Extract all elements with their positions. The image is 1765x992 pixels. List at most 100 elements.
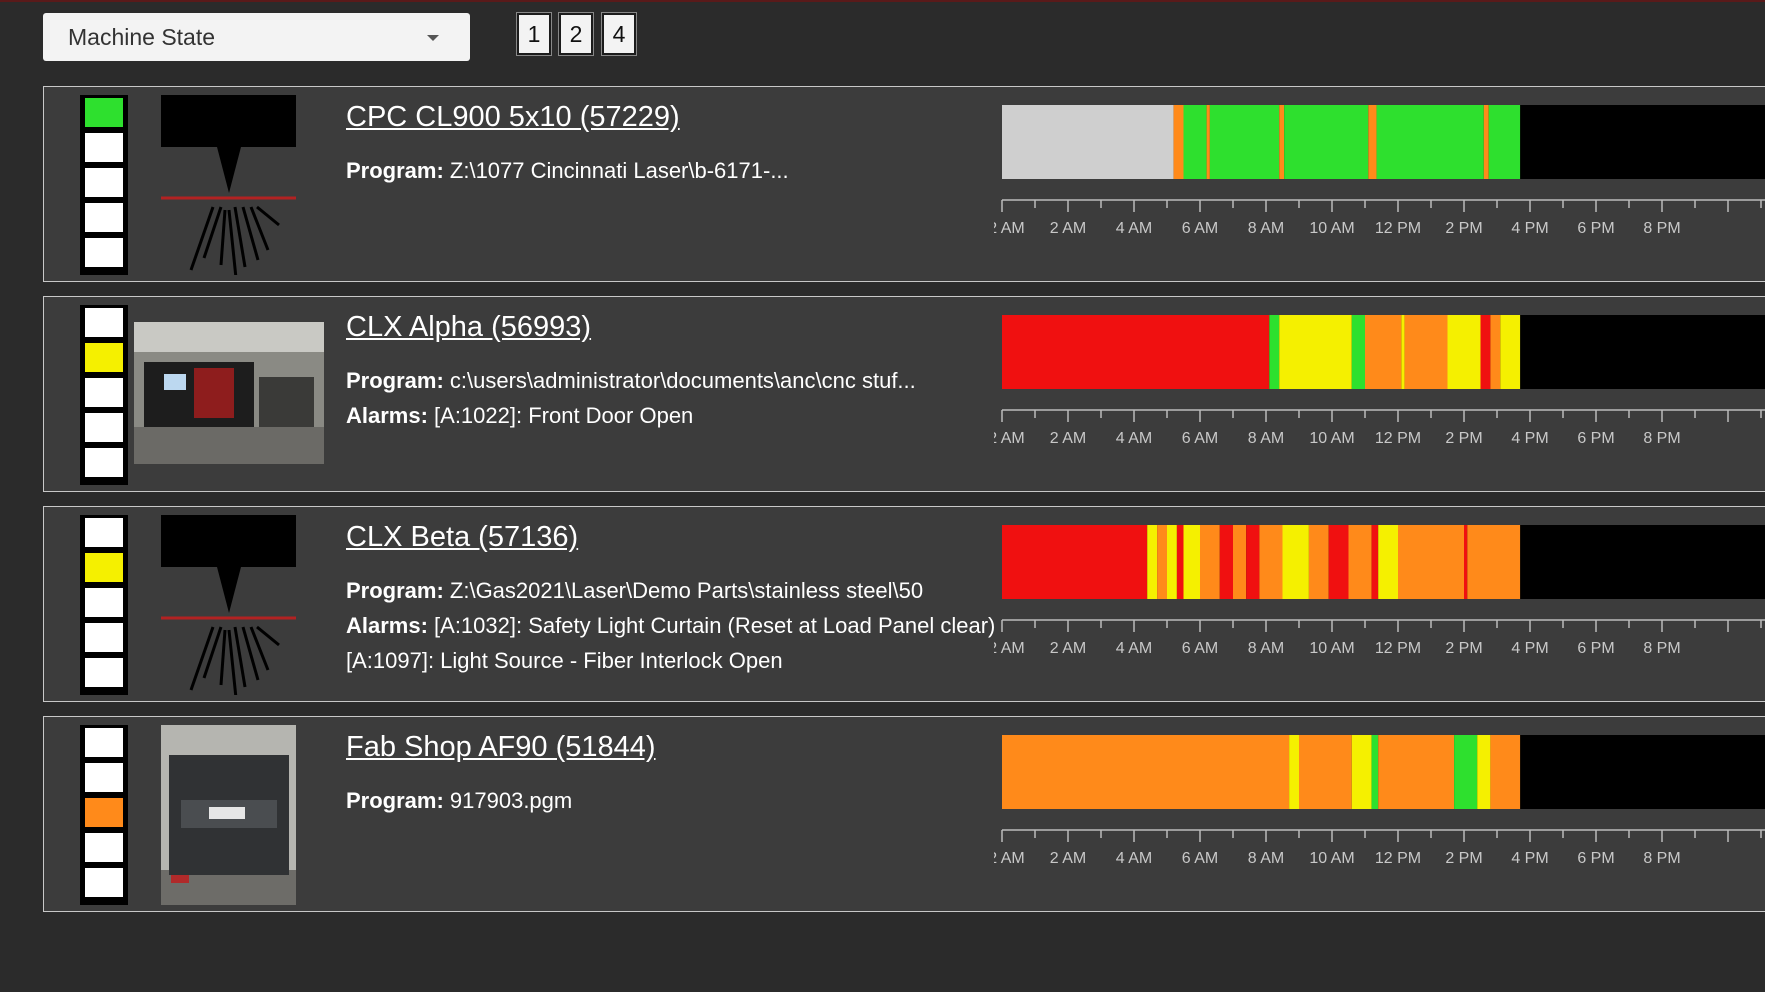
status-light <box>85 238 123 267</box>
timeline-segment-orange <box>1483 105 1489 179</box>
timeline-segment-yellow <box>1282 525 1309 599</box>
timeline-segment-green <box>1454 735 1478 809</box>
axis-tick-label: 4 AM <box>1116 220 1152 237</box>
spark-ray <box>256 205 280 227</box>
status-light <box>85 833 123 862</box>
row-label: Program: <box>346 578 444 603</box>
machine-red-panel <box>194 368 234 418</box>
axis-tick-label: 12 PM <box>1375 640 1421 657</box>
machine-title-link[interactable]: CPC CL900 5x10 (57229) <box>346 101 680 133</box>
spark-ray <box>202 206 223 259</box>
axis-tick-label: 2 AM <box>1050 850 1086 867</box>
status-light-stack <box>80 305 128 485</box>
timeline-segment-orange <box>1002 735 1290 809</box>
laser-head-shape <box>161 95 296 193</box>
timeline-segment-orange <box>1490 315 1501 389</box>
time-axis: 12 AM 2 AM 4 AM 6 AM 8 AM 10 AM 12 PM 2 PM 4 PM 6… <box>994 829 1765 867</box>
timeline-segment-yellow <box>1500 315 1521 389</box>
status-light-stack <box>80 95 128 275</box>
timeline-segment-green <box>1183 105 1207 179</box>
machine-info: Program: Z:\1077 Cincinnati Laser\b-6171… <box>346 153 1011 188</box>
axis-tick-label: 2 AM <box>1050 640 1086 657</box>
dropdown-selected-value: Machine State <box>68 24 216 50</box>
timeline-segment-green <box>1209 105 1280 179</box>
photo-ceiling <box>134 322 324 352</box>
axis-tick-label: 2 PM <box>1445 640 1482 657</box>
laser-head-shape <box>161 515 296 613</box>
axis-tick-label: 12 PM <box>1375 850 1421 867</box>
timeline-segment-orange <box>1467 525 1521 599</box>
spark-ray <box>219 629 227 686</box>
timeline-segment-red <box>1002 315 1270 389</box>
row-label: Alarms: <box>346 403 428 428</box>
row-value: [A:1022]: Front Door Open <box>427 403 694 428</box>
timeline-segment-orange <box>1259 525 1283 599</box>
axis-tick-label: 12 PM <box>1375 220 1421 237</box>
state-timeline[interactable] <box>1002 105 1765 179</box>
axis-tick-label: 4 AM <box>1116 850 1152 867</box>
row-label: Program: <box>346 368 444 393</box>
timeline-segment-orange <box>1279 105 1285 179</box>
timeline-segment-orange <box>1490 735 1521 809</box>
axis-tick-label: 2 AM <box>1050 430 1086 447</box>
machine-title-link[interactable]: Fab Shop AF90 (51844) <box>346 731 656 763</box>
axis-tick-label: 10 AM <box>1309 850 1354 867</box>
timeline-segment-green <box>1376 105 1484 179</box>
program-row: Program: c:\users\administrator\document… <box>346 363 1011 398</box>
status-light <box>85 868 123 897</box>
status-light <box>85 728 123 757</box>
row-value: Z:\Gas2021\Laser\Demo Parts\stainless st… <box>443 578 924 603</box>
timeline-segment-orange <box>1157 525 1167 599</box>
status-light <box>85 588 123 617</box>
alarms-row: Alarms: [A:1032]: Safety Light Curtain (… <box>346 608 1011 678</box>
laser-cutter-icon <box>161 515 296 695</box>
machine-title-link[interactable]: CLX Alpha (56993) <box>346 311 592 343</box>
spark-ray <box>241 626 260 681</box>
page-button-4[interactable]: 4 <box>601 12 637 56</box>
timeline-segment-red <box>1002 525 1148 599</box>
axis-tick-label: 2 PM <box>1445 220 1482 237</box>
axis-tick-label: 12 PM <box>1375 430 1421 447</box>
program-row: Program: Z:\Gas2021\Laser\Demo Parts\sta… <box>346 573 1011 608</box>
axis-tick-label: 8 AM <box>1248 850 1284 867</box>
state-timeline[interactable] <box>1002 525 1765 599</box>
timeline-segment-red <box>1176 525 1184 599</box>
timeline-segment-orange <box>1348 525 1372 599</box>
status-light <box>85 343 123 372</box>
photo-floor <box>134 427 324 464</box>
axis-tick-label: 12 AM <box>994 220 1025 237</box>
axis-tick-label: 8 PM <box>1643 430 1680 447</box>
timeline-segment-yellow <box>1351 735 1372 809</box>
timeline-segment-orange <box>1365 315 1402 389</box>
state-timeline[interactable] <box>1002 735 1765 809</box>
status-light-stack <box>80 515 128 695</box>
timeline-segment-red <box>1480 315 1491 389</box>
machine-info: Program: c:\users\administrator\document… <box>346 363 1011 433</box>
spark-ray <box>189 206 215 271</box>
axis-tick-label: 8 PM <box>1643 850 1680 867</box>
spark-ray <box>189 626 215 691</box>
state-timeline[interactable] <box>1002 315 1765 389</box>
time-axis: 12 AM 2 AM 4 AM 6 AM 8 AM 10 AM 12 PM 2 PM 4 PM 6… <box>994 199 1765 237</box>
axis-tick-label: 6 PM <box>1577 430 1614 447</box>
page-button-2[interactable]: 2 <box>558 12 594 56</box>
spark-ray <box>227 209 238 275</box>
press-brake-photo <box>161 725 296 905</box>
machine-state-dropdown[interactable]: Machine State <box>43 13 470 61</box>
chevron-down-icon <box>427 35 439 41</box>
axis-tick-label: 8 AM <box>1248 430 1284 447</box>
spark-ray <box>202 626 223 679</box>
row-value: c:\users\administrator\documents\anc\cnc… <box>443 368 916 393</box>
timeline-segment-red <box>1371 525 1379 599</box>
machine-title-link[interactable]: CLX Beta (57136) <box>346 521 579 553</box>
axis-tick-label: 10 AM <box>1309 640 1354 657</box>
status-light <box>85 658 123 687</box>
spark-ray <box>233 206 247 268</box>
status-light <box>85 518 123 547</box>
axis-tick-label: 4 AM <box>1116 430 1152 447</box>
timeline-segment-orange <box>1200 525 1220 599</box>
page-button-1[interactable]: 1 <box>516 12 552 56</box>
program-row: Program: Z:\1077 Cincinnati Laser\b-6171… <box>346 153 1011 188</box>
timeline-segment-red <box>1328 525 1349 599</box>
time-axis: 12 AM 2 AM 4 AM 6 AM 8 AM 10 AM 12 PM 2 PM 4 PM 6… <box>994 619 1765 657</box>
